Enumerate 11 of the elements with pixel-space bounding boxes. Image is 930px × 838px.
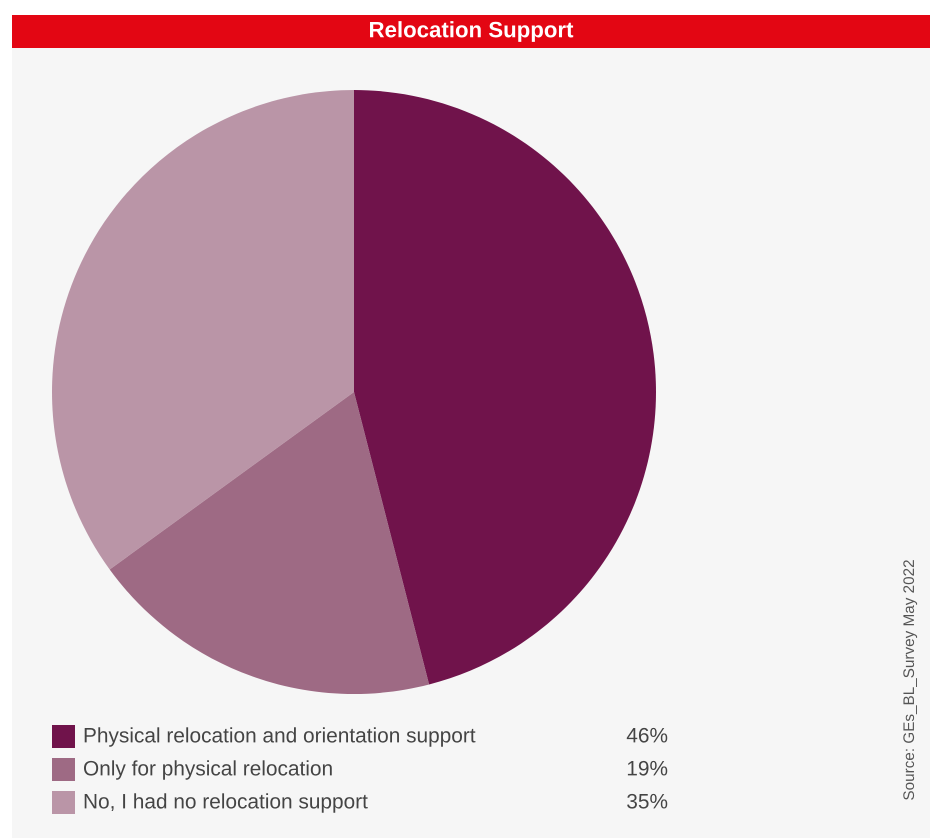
data-label: 46% bbox=[626, 728, 668, 743]
pie-slice bbox=[354, 90, 656, 685]
legend-label: No, I had no relocation support bbox=[84, 793, 368, 813]
data-label: 35% bbox=[627, 794, 668, 809]
legend-label: Only for physical relocation bbox=[84, 760, 332, 780]
pie-slice bbox=[52, 90, 354, 570]
legend-label: Physical relocation and orientation support bbox=[84, 727, 476, 747]
pie-slice bbox=[110, 392, 430, 694]
chart-title: Relocation Support bbox=[370, 21, 574, 42]
data-label: 19% bbox=[628, 760, 668, 776]
source-note: Source: GEs_BL_Survey May 2022 bbox=[903, 560, 918, 800]
